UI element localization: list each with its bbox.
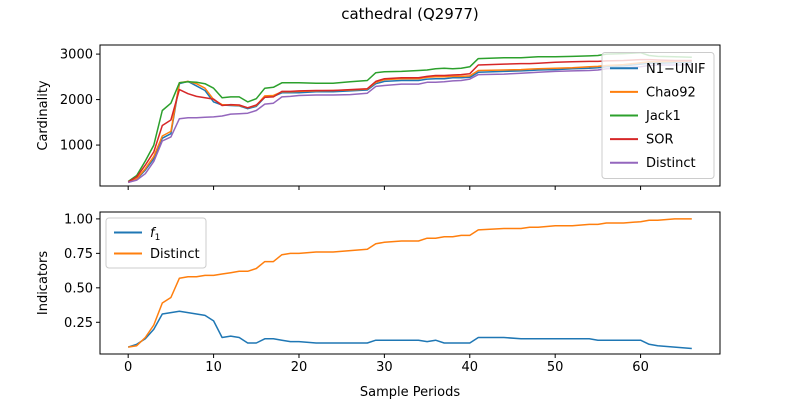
top-legend-label-chao92: Chao92 — [646, 85, 696, 100]
top-legend-label-jack1: Jack1 — [645, 109, 681, 124]
x-axis-label: Sample Periods — [360, 385, 460, 400]
top-y-axis-label: Cardinality — [36, 80, 51, 151]
top-y-tick-label: 3000 — [60, 48, 93, 63]
top-series-line-sor — [127, 58, 692, 183]
top-legend-label-sor: SOR — [646, 133, 674, 148]
top-series-line-distinct — [128, 63, 692, 184]
top-legend-label-distinct: Distinct — [646, 156, 696, 171]
x-tick-label: 30 — [376, 360, 393, 375]
top-legend-box — [601, 52, 715, 179]
top-y-tick-label: 2000 — [60, 93, 93, 108]
bottom-legend: f1 Distinct — [105, 217, 207, 269]
indicators-panel: 0 10 20 30 40 50 60 0.25 0.50 0.75 1.00 Indicators S… — [36, 211, 721, 400]
legend-label-subscript: 1 — [155, 233, 161, 243]
top-y-tick-label: 1000 — [60, 139, 93, 154]
bottom-legend-label-f: f1 — [150, 226, 160, 243]
top-series-line-n1-unif — [127, 61, 692, 184]
bottom-series-line-distinct — [128, 218, 692, 348]
top-legend-label-n1-unif: N1−UNIF — [646, 62, 705, 77]
bottom-y-tick-label: 0.75 — [64, 247, 93, 262]
figure-title: cathedral (Q2977) — [341, 5, 479, 23]
bottom-y-tick-label: 0.50 — [64, 281, 93, 296]
x-tick-label: 20 — [291, 360, 308, 375]
top-legend: N1−UNIF Chao92 Jack1 SOR Distinct — [601, 52, 715, 179]
bottom-y-tick-label: 0.25 — [64, 316, 93, 331]
top-axes-frame — [99, 44, 721, 187]
x-tick-label: 60 — [632, 360, 649, 375]
x-tick-label: 10 — [205, 360, 222, 375]
legend-label-f-symbol: f — [150, 226, 157, 241]
bottom-legend-box — [105, 217, 207, 269]
bottom-legend-label-distinct: Distinct — [150, 247, 200, 262]
bottom-y-axis-label: Indicators — [36, 251, 51, 315]
x-tick-label: 50 — [547, 360, 564, 375]
x-tick-label: 0 — [124, 360, 132, 375]
x-tick-label: 40 — [462, 360, 479, 375]
cardinality-panel: 1000 2000 3000 Cardinality N1−UNIF Chao92 Jack… — [36, 44, 721, 190]
bottom-y-tick-label: 1.00 — [64, 212, 93, 227]
bottom-axes-frame — [99, 211, 721, 355]
top-series-line-jack1 — [127, 51, 692, 183]
bottom-series-line-f — [127, 310, 692, 350]
